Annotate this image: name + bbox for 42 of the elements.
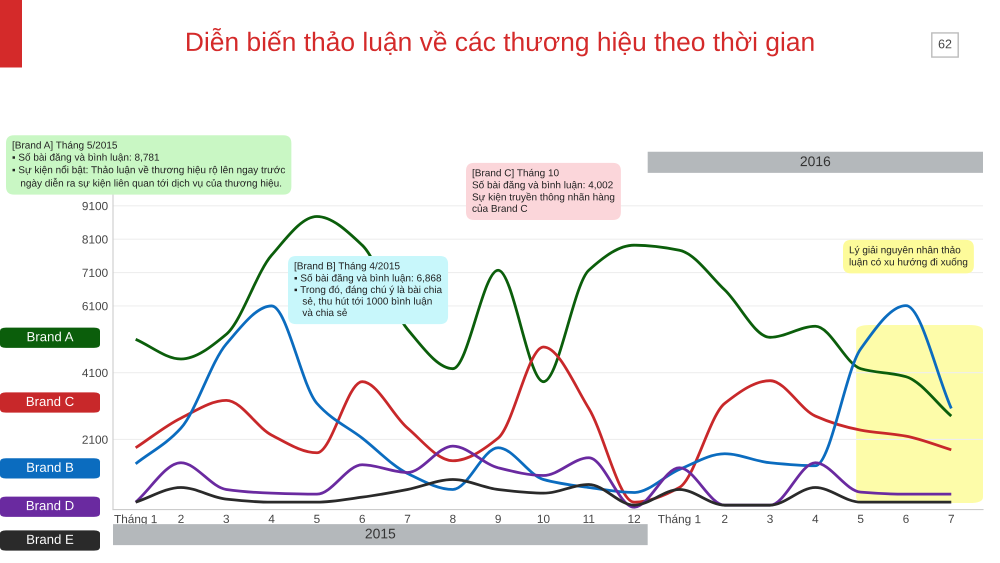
x-tick-label: 5: [858, 514, 864, 524]
x-tick-label: 9: [495, 514, 501, 524]
text: Brand D: [26, 500, 74, 510]
x-tick-label: 3: [223, 514, 230, 524]
text: 62: [938, 40, 952, 48]
y-tick-label: 9100: [82, 202, 108, 210]
x-tick-label: 2: [722, 514, 728, 523]
annotation: [Brand B] Tháng 4/2015 ▪ Số bài đăng và bình luận: 6,868 ▪ Trong đó, đáng chú ý là bài chia sẻ, thu hút tới 1000 bình luận và chia sẻ: [294, 262, 442, 316]
x-tick-label: 2: [178, 514, 184, 523]
text: Brand E: [27, 534, 74, 544]
text: Brand B: [27, 462, 74, 472]
x-tick-label: 4: [268, 514, 275, 523]
text: 2016: [800, 156, 830, 166]
x-tick-label: 4: [812, 514, 818, 523]
x-tick-label: 6: [360, 514, 365, 524]
y-tick-label: 2100: [82, 435, 108, 444]
x-tick-label: 3: [767, 514, 773, 524]
line-series: [134, 304, 953, 494]
line-series: [134, 346, 953, 504]
x-tick-label: 7: [948, 514, 954, 523]
x-tick-label: 10: [538, 514, 550, 524]
x-tick-label: 8: [450, 514, 456, 524]
x-tick-label: 6: [903, 514, 909, 524]
annotation: [Brand A] Tháng 5/2015 ▪ Số bài đăng và bình luận: 8,781 ▪ Sự kiện nổi bật: Thảo luận về thương hiệu rộ lên ngay trước ngày diễn ra sự kiện liên quan tới dịch vụ của thương hiệu.: [12, 141, 286, 189]
text: 2015: [366, 528, 396, 538]
annotation: [Brand C] Tháng 10 Số bài đăng và bình luận: 4,002 Sự kiện truyền thông nhãn hàng của Brand C: [472, 168, 614, 212]
line-series: [134, 444, 953, 509]
x-tick-label: 7: [404, 514, 410, 523]
x-tick-label: Tháng 1: [658, 514, 700, 526]
x-tick-label: 12: [628, 514, 640, 523]
y-tick-label: 6100: [82, 302, 108, 310]
chart-title: Diễn biến thảo luận về các thương hiệu theo thời gian: [187, 28, 814, 56]
text: Brand C: [26, 396, 74, 406]
y-tick-label: 4100: [82, 368, 108, 378]
x-tick-label: 11: [584, 514, 594, 523]
line-series: [134, 478, 953, 507]
text: Brand A: [28, 332, 74, 342]
y-tick-label: 7100: [82, 268, 108, 277]
y-tick-label: 8100: [82, 235, 108, 244]
x-tick-label: Tháng 1: [114, 514, 157, 526]
annotation: Lý giải nguyên nhân thảo luận có xu hướng đi xuống: [850, 246, 968, 268]
x-tick-label: 5: [314, 514, 320, 524]
